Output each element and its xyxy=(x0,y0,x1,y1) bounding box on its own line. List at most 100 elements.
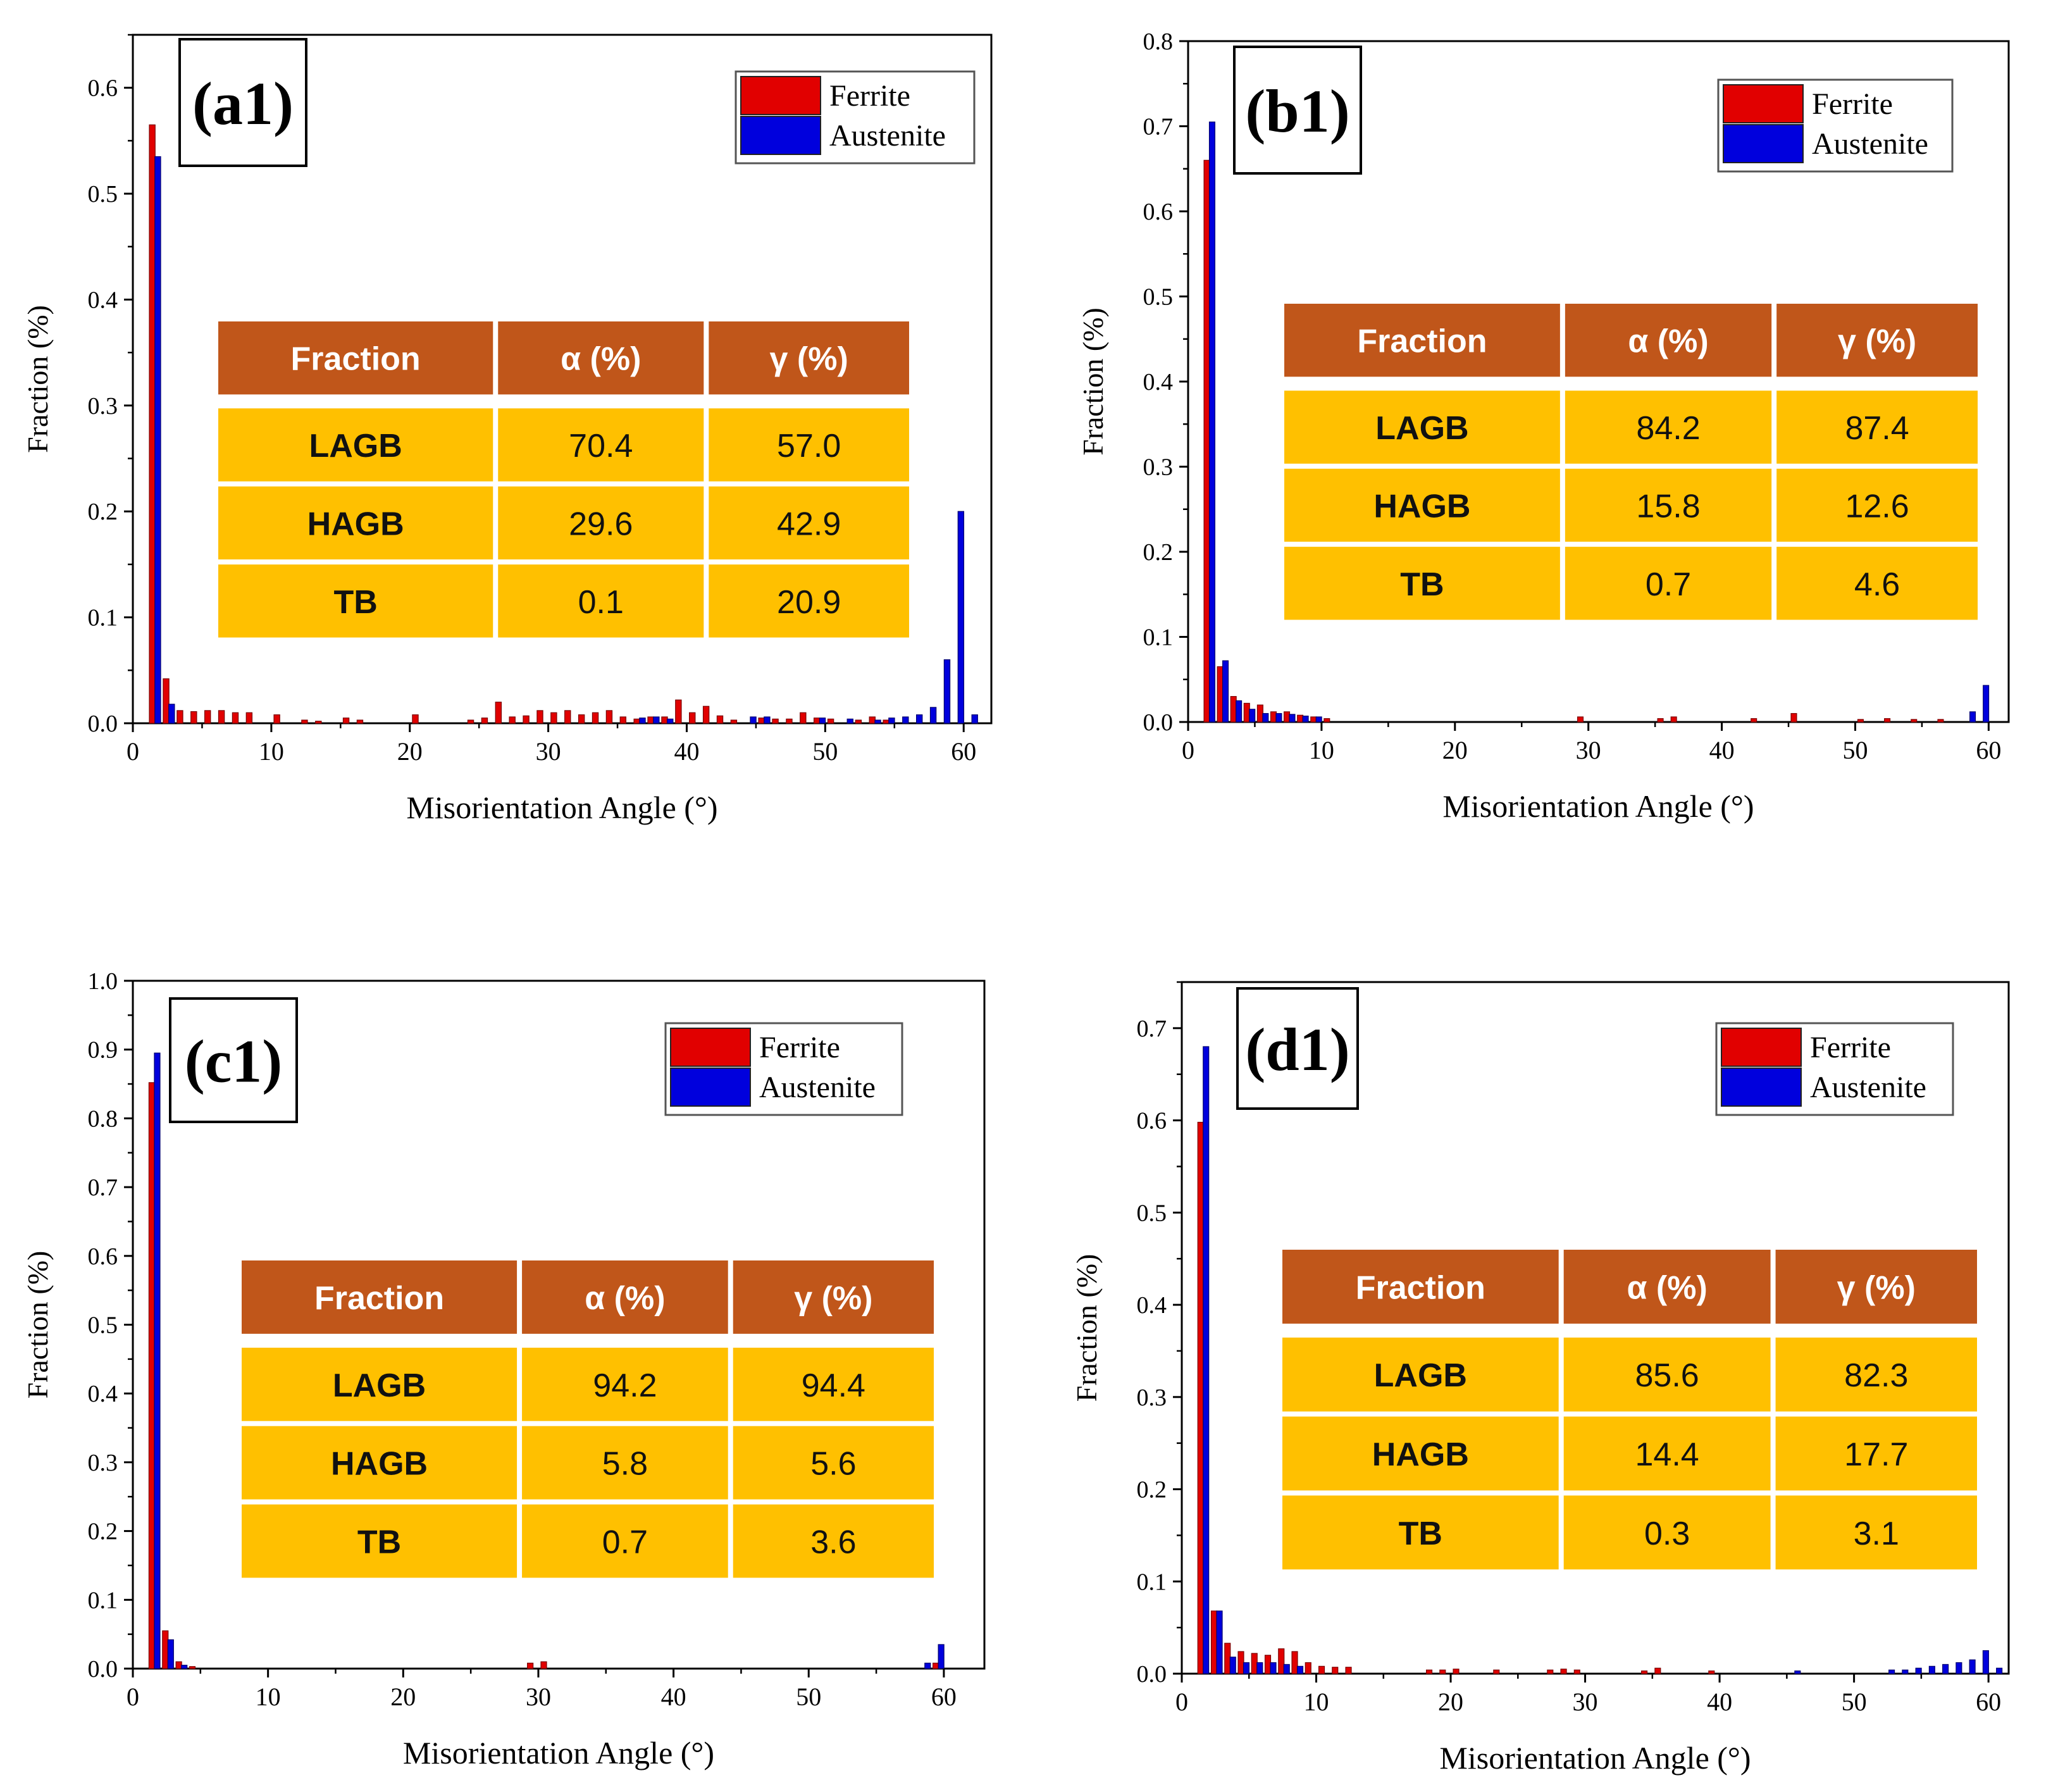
austenite-bar xyxy=(1236,700,1243,723)
x-tick-label: 60 xyxy=(1976,736,2001,764)
austenite-bar xyxy=(1942,1664,1949,1674)
ferrite-bar xyxy=(633,718,640,724)
chart-panel-3: 0 10 20 30 40 50 60 0.0 0.1 0.2 0.3 0.4 0.5 0.6 0.7 0.8… xyxy=(22,968,986,1770)
table-value: 0.7 xyxy=(1646,566,1691,603)
panel-label: (b1) xyxy=(1245,77,1349,145)
x-tick-label: 20 xyxy=(397,737,423,766)
panel-label-box xyxy=(169,997,298,1123)
table-row-label: HAGB xyxy=(307,506,404,542)
legend: Ferrite Austenite xyxy=(1717,78,1954,173)
table-cell xyxy=(498,408,704,482)
ferrite-bar xyxy=(1243,702,1250,723)
x-tick-label: 10 xyxy=(256,1683,281,1711)
austenite-bar xyxy=(764,716,771,724)
table-row-label: LAGB xyxy=(1374,1357,1467,1394)
ferrite-bar xyxy=(689,712,696,724)
legend: Ferrite Austenite xyxy=(735,70,976,165)
ferrite-bar xyxy=(564,710,571,724)
ferrite-bar xyxy=(148,1082,155,1669)
austenite-bar xyxy=(1243,1662,1250,1674)
austenite-bar xyxy=(1262,712,1269,723)
table-value: 87.4 xyxy=(1845,410,1909,447)
x-tick-label: 20 xyxy=(1442,736,1468,764)
table-header-cell xyxy=(1775,1250,1977,1324)
ferrite-bar xyxy=(800,712,807,724)
ferrite-bar xyxy=(509,716,516,724)
austenite-bar xyxy=(1203,1046,1210,1674)
table-cell xyxy=(218,486,493,560)
boundary-fraction-table: Fraction α (%) γ (%) LAGB 70.4 57.0 HAGB 29.6 42… xyxy=(218,321,909,638)
legend-swatch-austenite xyxy=(670,1067,751,1107)
plot-frame xyxy=(132,34,993,725)
table-header-cell xyxy=(522,1260,728,1334)
y-axis-title: Fraction (%) xyxy=(22,305,54,453)
table-value: 85.6 xyxy=(1635,1357,1699,1394)
austenite-bar xyxy=(1902,1669,1909,1674)
ferrite-bar xyxy=(162,1630,169,1669)
legend-swatch-austenite xyxy=(1723,124,1804,163)
ferrite-bar xyxy=(661,716,668,724)
table-header-label: α (%) xyxy=(585,1280,665,1317)
austenite-bar xyxy=(1289,714,1296,723)
ferrite-bar xyxy=(1493,1669,1500,1674)
chart-panel-4: 0 10 20 30 40 50 60 0.0 0.1 0.2 0.3 0.4 0.5 0.6 0.7 Mis… xyxy=(1070,981,2010,1776)
x-axis-title: Misorientation Angle (°) xyxy=(1439,1740,1751,1776)
table-cell xyxy=(1776,547,1978,620)
table-cell xyxy=(1282,1337,1559,1412)
y-axis-title: Fraction (%) xyxy=(1070,1254,1103,1402)
ferrite-bar xyxy=(605,710,613,724)
ferrite-bar xyxy=(356,719,364,724)
legend-swatch-ferrite xyxy=(670,1028,751,1067)
x-tick-label: 0 xyxy=(127,1683,139,1711)
ferrite-bar xyxy=(550,712,557,724)
legend-label-ferrite: Ferrite xyxy=(1812,87,1893,121)
austenite-bar xyxy=(1256,1662,1263,1674)
x-tick-label: 60 xyxy=(931,1683,957,1711)
ferrite-bar xyxy=(1857,719,1864,723)
ferrite-bar xyxy=(163,678,170,724)
ferrite-bar xyxy=(149,124,156,724)
x-tick-label: 40 xyxy=(1709,736,1735,764)
austenite-bar xyxy=(1222,660,1229,723)
table-value: 5.6 xyxy=(810,1446,856,1483)
ferrite-bar xyxy=(592,712,599,724)
ferrite-bar xyxy=(1751,718,1757,723)
ferrite-bar xyxy=(1577,716,1584,723)
table-value: 3.1 xyxy=(1854,1515,1899,1552)
legend-label-ferrite: Ferrite xyxy=(759,1031,840,1064)
table-cell xyxy=(522,1426,728,1500)
x-tick-label: 60 xyxy=(1976,1688,2001,1716)
table-value: 57.0 xyxy=(777,428,841,464)
boundary-fraction-table: Fraction α (%) γ (%) LAGB 94.2 94.4 HAGB 5.8 5.6… xyxy=(242,1260,934,1578)
ferrite-bar xyxy=(523,715,530,724)
ferrite-bar xyxy=(1278,1648,1285,1674)
legend-swatch-austenite xyxy=(1721,1067,1802,1107)
y-tick-label: 0.1 xyxy=(88,605,118,632)
y-tick-label: 0.4 xyxy=(1143,369,1174,395)
y-tick-label: 0.9 xyxy=(88,1037,118,1064)
table-cell xyxy=(498,564,704,638)
x-tick-label: 10 xyxy=(1309,736,1334,764)
ferrite-bar xyxy=(177,710,183,724)
ferrite-bar xyxy=(1323,718,1330,723)
ferrite-bar xyxy=(1210,1610,1218,1674)
table-value: 17.7 xyxy=(1844,1436,1908,1473)
table-cell xyxy=(1775,1416,1977,1491)
table-value: 15.8 xyxy=(1636,488,1700,525)
table-header-label: α (%) xyxy=(1628,323,1708,360)
ferrite-bar xyxy=(1641,1671,1648,1674)
ferrite-bar xyxy=(1425,1669,1433,1674)
legend: Ferrite Austenite xyxy=(664,1022,903,1116)
ferrite-bar xyxy=(1547,1669,1554,1674)
austenite-bar xyxy=(154,1052,161,1669)
table-header-label: γ (%) xyxy=(1838,323,1916,360)
austenite-bar xyxy=(888,718,895,724)
table-cell xyxy=(1775,1495,1977,1570)
austenite-bar xyxy=(924,1662,931,1669)
table-row-label: HAGB xyxy=(1372,1436,1469,1473)
table-cell xyxy=(1284,547,1560,620)
chart-panel-1: 0 10 20 30 40 50 60 0.0 0.1 0.2 0.3 0.4 0.5 0.6 Misori… xyxy=(22,34,993,825)
ferrite-bar xyxy=(1297,714,1304,723)
legend-label-austenite: Austenite xyxy=(759,1071,876,1104)
boundary-fraction-table: Fraction α (%) γ (%) LAGB 84.2 87.4 HAGB 15.8 12… xyxy=(1284,304,1978,620)
